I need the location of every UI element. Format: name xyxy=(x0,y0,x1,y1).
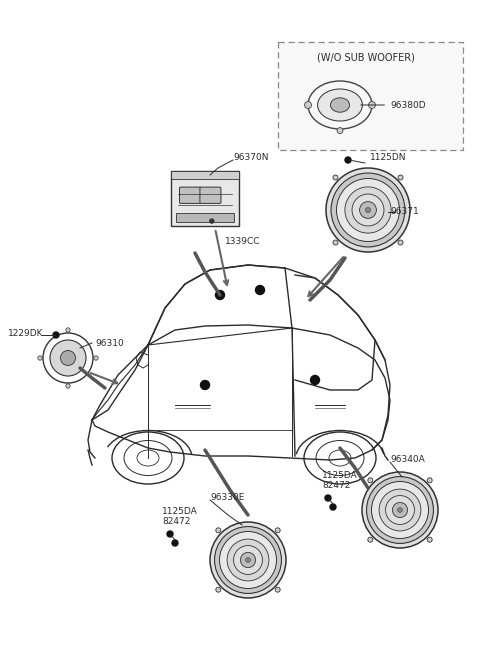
Circle shape xyxy=(66,384,70,388)
Circle shape xyxy=(216,528,221,533)
Circle shape xyxy=(275,587,280,592)
Circle shape xyxy=(311,375,320,384)
Circle shape xyxy=(240,552,256,568)
Text: 82472: 82472 xyxy=(162,517,191,527)
Text: 96380D: 96380D xyxy=(361,100,426,109)
Circle shape xyxy=(392,502,408,517)
Circle shape xyxy=(333,175,338,180)
Text: 96330E: 96330E xyxy=(210,493,244,502)
FancyBboxPatch shape xyxy=(171,170,239,179)
Circle shape xyxy=(345,187,391,233)
Circle shape xyxy=(38,356,42,360)
Circle shape xyxy=(60,350,75,365)
Text: 96371: 96371 xyxy=(390,208,419,217)
Circle shape xyxy=(352,194,384,226)
Circle shape xyxy=(372,481,429,538)
Circle shape xyxy=(172,540,178,546)
Circle shape xyxy=(345,157,351,163)
Circle shape xyxy=(398,240,403,245)
Circle shape xyxy=(427,537,432,542)
Text: 1125DA: 1125DA xyxy=(162,508,198,517)
Circle shape xyxy=(219,531,276,588)
Circle shape xyxy=(360,202,376,218)
Text: 96340A: 96340A xyxy=(390,455,425,464)
Circle shape xyxy=(210,219,214,223)
Circle shape xyxy=(365,208,371,212)
FancyBboxPatch shape xyxy=(278,42,463,150)
Circle shape xyxy=(362,472,438,548)
Circle shape xyxy=(331,173,405,247)
FancyBboxPatch shape xyxy=(177,214,234,222)
Circle shape xyxy=(53,332,59,338)
Circle shape xyxy=(367,477,433,544)
Circle shape xyxy=(427,477,432,483)
Circle shape xyxy=(94,356,98,360)
FancyBboxPatch shape xyxy=(180,187,201,204)
Text: 1125DN: 1125DN xyxy=(370,153,407,162)
Ellipse shape xyxy=(318,89,362,121)
Text: 96310: 96310 xyxy=(95,339,124,348)
Circle shape xyxy=(398,175,403,180)
Circle shape xyxy=(246,557,250,562)
Text: 1229DK: 1229DK xyxy=(8,329,44,337)
Circle shape xyxy=(215,527,281,593)
Circle shape xyxy=(275,528,280,533)
Text: 1339CC: 1339CC xyxy=(225,238,261,246)
Circle shape xyxy=(385,496,414,525)
Circle shape xyxy=(333,240,338,245)
Circle shape xyxy=(216,291,225,299)
Text: 1125DA: 1125DA xyxy=(322,472,358,481)
Circle shape xyxy=(216,587,221,592)
Circle shape xyxy=(255,286,264,295)
Circle shape xyxy=(227,539,269,581)
Circle shape xyxy=(368,477,373,483)
Circle shape xyxy=(369,102,375,109)
Circle shape xyxy=(304,102,312,109)
Circle shape xyxy=(201,381,209,390)
Circle shape xyxy=(234,546,263,574)
Circle shape xyxy=(379,489,421,531)
Circle shape xyxy=(210,522,286,598)
FancyBboxPatch shape xyxy=(171,170,239,225)
Text: 82472: 82472 xyxy=(322,481,350,491)
Circle shape xyxy=(398,508,402,512)
Circle shape xyxy=(50,340,86,376)
Ellipse shape xyxy=(330,98,349,112)
FancyBboxPatch shape xyxy=(200,187,221,204)
Circle shape xyxy=(326,168,410,252)
Text: 96370N: 96370N xyxy=(233,153,268,162)
Circle shape xyxy=(368,537,373,542)
Circle shape xyxy=(325,495,331,501)
Circle shape xyxy=(337,128,343,134)
Circle shape xyxy=(330,504,336,510)
Circle shape xyxy=(336,179,399,242)
Circle shape xyxy=(66,328,70,332)
Text: (W/O SUB WOOFER): (W/O SUB WOOFER) xyxy=(317,52,414,62)
Circle shape xyxy=(167,531,173,537)
